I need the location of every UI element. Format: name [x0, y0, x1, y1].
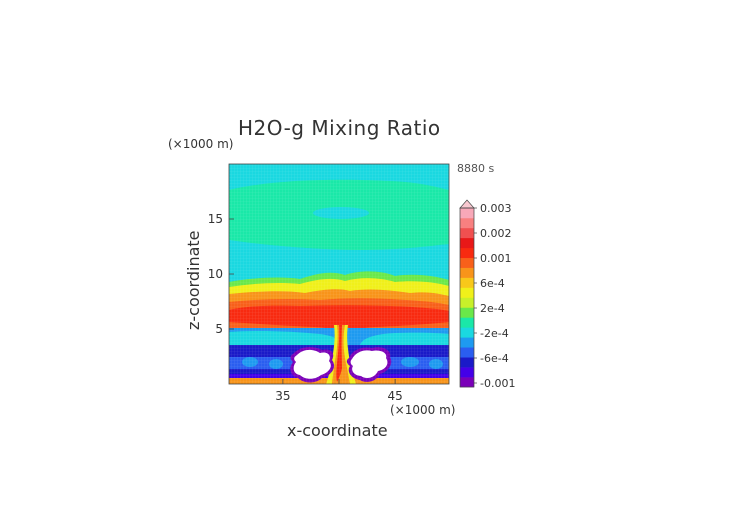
- colorbar-swatch: [460, 327, 474, 338]
- colorbar-swatch: [460, 377, 474, 388]
- colorbar-swatch: [460, 367, 474, 378]
- x-tick-label: 45: [387, 389, 402, 403]
- colorbar-label: -0.001: [480, 377, 515, 390]
- time-label: 8880 s: [457, 162, 495, 175]
- colorbar-swatch: [460, 317, 474, 328]
- chart-title: H2O-g Mixing Ratio: [238, 116, 441, 140]
- colorbar-swatch: [460, 257, 474, 268]
- colorbar-swatch: [460, 208, 474, 219]
- y-axis-ticks: 5 10 15: [208, 212, 234, 336]
- x-axis-unit: (×1000 m): [390, 403, 456, 417]
- y-axis-label: z-coordinate: [184, 230, 203, 330]
- colorbar-swatch: [460, 267, 474, 278]
- x-tick-label: 40: [331, 389, 346, 403]
- colorbar-swatch: [460, 357, 474, 368]
- colorbar-swatch: [460, 237, 474, 249]
- colorbar-swatch: [460, 307, 474, 318]
- colorbar-label: 2e-4: [480, 302, 505, 315]
- colorbar-label: -6e-4: [480, 352, 509, 365]
- colorbar-max-triangle: [459, 199, 475, 209]
- colorbar-swatch: [460, 217, 474, 229]
- x-axis-label: x-coordinate: [287, 421, 388, 440]
- colorbar-swatch: [460, 337, 474, 348]
- colorbar-label: 0.001: [480, 252, 512, 265]
- colorbar-swatch: [460, 277, 474, 288]
- field-grid-overlay: [229, 164, 449, 384]
- colorbar-swatch: [460, 347, 474, 358]
- z-axis-unit: (×1000 m): [168, 137, 234, 151]
- contour-field: [229, 164, 449, 384]
- y-tick-label: 5: [215, 322, 223, 336]
- colorbar-label: -2e-4: [480, 327, 509, 340]
- colorbar-label: 6e-4: [480, 277, 505, 290]
- colorbar-swatch: [460, 287, 474, 298]
- colorbar-label: 0.003: [480, 202, 512, 215]
- y-tick-label: 15: [208, 212, 223, 226]
- colorbar-label: 0.002: [480, 227, 512, 240]
- y-tick-label: 10: [208, 267, 223, 281]
- colorbar-frame: [459, 207, 475, 388]
- colorbar-swatch: [460, 227, 474, 239]
- x-tick-label: 35: [275, 389, 290, 403]
- colorbar-swatch: [460, 247, 474, 259]
- colorbar-swatch: [460, 297, 474, 308]
- colorbar: 0.003 0.002 0.001 6e-4 2e-4 -2e-4 -6e-4 -0.001: [459, 199, 515, 390]
- x-axis-ticks: 35 40 45: [275, 379, 403, 403]
